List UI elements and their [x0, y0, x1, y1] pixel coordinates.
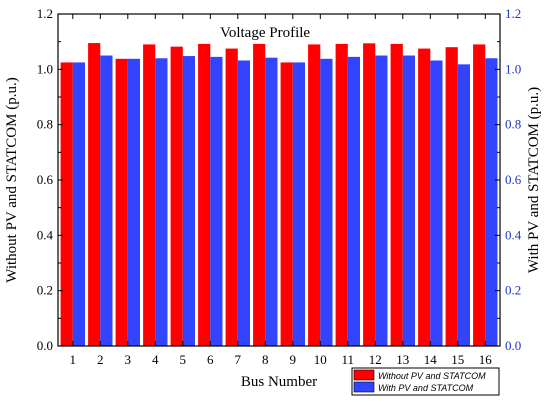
- y-axis-label-right: With PV and STATCOM (p.u.): [526, 87, 542, 273]
- bar-without-pv-statcom-12: [363, 43, 376, 346]
- bar-with-pv-statcom-7: [237, 60, 250, 346]
- bar-without-pv-statcom-10: [308, 44, 321, 347]
- x-tick-label: 12: [369, 352, 382, 367]
- bar-with-pv-statcom-8: [265, 57, 278, 347]
- x-tick-label: 6: [207, 352, 214, 367]
- left-y-tick-label: 1.0: [37, 61, 53, 76]
- left-y-tick-label: 1.2: [37, 6, 53, 21]
- bar-without-pv-statcom-5: [170, 46, 183, 347]
- bar-with-pv-statcom-9: [292, 62, 305, 347]
- y-axis-label-left: Without PV and STATCOM (p.u.): [4, 77, 20, 282]
- left-y-tick-label: 0.2: [37, 283, 53, 298]
- left-y-tick-label: 0.8: [37, 117, 53, 132]
- x-tick-label: 9: [290, 352, 297, 367]
- left-y-tick-label: 0.4: [37, 227, 54, 242]
- legend-swatch-without: [353, 369, 375, 381]
- x-tick-label: 10: [314, 352, 327, 367]
- right-y-tick-label: 0.6: [505, 172, 522, 187]
- x-tick-label: 7: [235, 352, 242, 367]
- legend-label-without: Without PV and STATCOM: [378, 371, 486, 381]
- bar-without-pv-statcom-3: [115, 58, 128, 346]
- x-tick-label: 2: [97, 352, 104, 367]
- bar-without-pv-statcom-16: [473, 44, 486, 347]
- bar-with-pv-statcom-13: [402, 55, 415, 346]
- x-axis-label: Bus Number: [241, 374, 317, 390]
- legend-swatch-with: [353, 381, 375, 393]
- x-tick-label: 14: [424, 352, 438, 367]
- bar-without-pv-statcom-1: [60, 62, 73, 347]
- x-tick-label: 11: [342, 352, 355, 367]
- legend-label-with: With PV and STATCOM: [378, 383, 474, 393]
- x-tick-label: 8: [262, 352, 269, 367]
- bar-without-pv-statcom-7: [225, 48, 238, 346]
- bar-with-pv-statcom-5: [182, 56, 195, 347]
- x-tick-label: 16: [479, 352, 493, 367]
- bar-with-pv-statcom-10: [320, 58, 333, 346]
- x-tick-label: 3: [125, 352, 132, 367]
- left-y-tick-label: 0.6: [37, 172, 54, 187]
- x-tick-label: 5: [180, 352, 187, 367]
- right-y-tick-label: 1.0: [505, 61, 521, 76]
- x-tick-label: 4: [152, 352, 159, 367]
- right-y-tick-label: 0.2: [505, 283, 521, 298]
- left-y-tick-label: 0.0: [37, 338, 53, 353]
- x-tick-label: 1: [70, 352, 77, 367]
- bar-without-pv-statcom-6: [198, 43, 211, 346]
- bar-without-pv-statcom-8: [253, 43, 266, 346]
- bar-without-pv-statcom-14: [418, 48, 431, 346]
- legend: Without PV and STATCOM With PV and STATC…: [351, 367, 500, 396]
- bar-without-pv-statcom-15: [445, 47, 458, 346]
- bar-without-pv-statcom-13: [390, 43, 403, 346]
- bar-with-pv-statcom-4: [155, 58, 168, 347]
- bar-with-pv-statcom-6: [210, 56, 223, 346]
- bar-without-pv-statcom-2: [88, 43, 101, 347]
- bar-with-pv-statcom-2: [100, 55, 113, 346]
- bar-with-pv-statcom-3: [127, 58, 140, 346]
- x-tick-label: 13: [396, 352, 409, 367]
- bar-with-pv-statcom-12: [375, 55, 388, 346]
- x-tick-label: 15: [451, 352, 464, 367]
- bar-with-pv-statcom-15: [457, 64, 470, 346]
- right-y-tick-label: 0.4: [505, 227, 522, 242]
- bar-with-pv-statcom-1: [72, 62, 85, 347]
- right-y-tick-label: 0.0: [505, 338, 521, 353]
- bar-with-pv-statcom-11: [347, 56, 360, 346]
- bar-with-pv-statcom-14: [430, 60, 443, 346]
- right-y-tick-label: 0.8: [505, 117, 521, 132]
- bar-without-pv-statcom-4: [143, 44, 156, 347]
- bar-with-pv-statcom-16: [485, 58, 498, 347]
- bar-without-pv-statcom-9: [280, 62, 293, 347]
- bar-without-pv-statcom-11: [335, 43, 348, 346]
- chart-title: Voltage Profile: [220, 25, 310, 41]
- right-y-tick-label: 1.2: [505, 6, 521, 21]
- legend-box: [351, 367, 500, 396]
